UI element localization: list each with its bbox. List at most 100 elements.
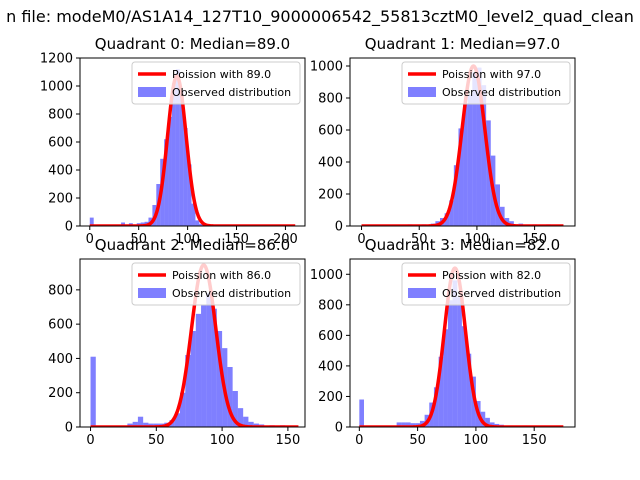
quadrant-0-chart: 0 50 100 150 200 0 200 400 600 800 1000 1200 Quadran… xyxy=(40,35,306,247)
hist-bar xyxy=(472,72,477,226)
legend-hist-label: Observed distribution xyxy=(442,287,561,300)
hist-bar xyxy=(89,217,94,226)
y-tick-label: 600 xyxy=(48,318,73,333)
hist-bar xyxy=(199,223,204,226)
y-tick-label: 1000 xyxy=(40,80,73,95)
axes-frame xyxy=(349,258,576,428)
hist-bar xyxy=(467,94,473,226)
hist-bar xyxy=(481,85,487,226)
legend-fit-label: Poission with 97.0 xyxy=(442,68,541,81)
hist-bar xyxy=(463,104,468,226)
hist-bar xyxy=(191,203,196,226)
x-tick-label: 0 xyxy=(86,232,94,247)
quadrant-1-plot-area xyxy=(360,64,565,226)
y-tick-label: 0 xyxy=(65,220,73,235)
x-tick-label: 50 xyxy=(148,433,165,448)
hist-bar xyxy=(137,416,144,427)
poisson-fit-line xyxy=(360,64,565,226)
x-tick-label: 100 xyxy=(210,433,235,448)
hist-bar xyxy=(168,116,172,226)
legend-frame xyxy=(401,262,571,306)
hist-bar xyxy=(359,399,364,427)
hist-bar xyxy=(211,308,217,427)
legend: Poission with 97.0 Observed distribution xyxy=(401,61,571,105)
y-tick-label: 200 xyxy=(318,188,343,203)
y-tick-label: 1000 xyxy=(310,268,343,283)
y-tick-label: 800 xyxy=(48,283,73,298)
x-tick-label: 0 xyxy=(86,433,94,448)
hist-bar xyxy=(433,387,439,427)
x-tick-label: 50 xyxy=(409,433,426,448)
hist-bar xyxy=(489,422,495,427)
y-tick-label: 1000 xyxy=(310,60,343,75)
legend-fit-label: Poission with 82.0 xyxy=(442,269,541,282)
legend-hist-swatch xyxy=(138,87,166,97)
y-tick-label: 200 xyxy=(48,192,73,207)
hist-bar xyxy=(476,67,482,226)
x-tick-label: 200 xyxy=(273,232,298,247)
legend-frame xyxy=(131,61,301,105)
hist-bar xyxy=(180,392,186,427)
hist-bar xyxy=(243,416,249,427)
hist-bar xyxy=(410,423,416,427)
hist-bar xyxy=(509,221,514,226)
hist-bar xyxy=(447,300,453,427)
poisson-fit-line xyxy=(88,74,297,226)
hist-bar xyxy=(453,165,459,226)
hist-bar xyxy=(206,293,212,427)
x-tick-label: 50 xyxy=(411,232,428,247)
legend-hist-swatch xyxy=(138,288,166,298)
x-tick-label: 50 xyxy=(130,232,147,247)
x-tick-label: 150 xyxy=(522,433,547,448)
y-tick-label: 800 xyxy=(318,298,343,313)
hist-bar xyxy=(237,408,244,427)
x-tick-label: 0 xyxy=(355,433,363,448)
y-tick-label: 0 xyxy=(65,421,73,436)
x-tick-label: 150 xyxy=(224,232,249,247)
y-tick-label: 0 xyxy=(335,421,343,436)
hist-bar xyxy=(466,353,472,427)
hist-bar xyxy=(486,120,491,226)
y-tick-label: 800 xyxy=(48,108,73,123)
y-tick-label: 800 xyxy=(318,92,343,107)
legend-hist-label: Observed distribution xyxy=(172,86,291,99)
y-tick-label: 200 xyxy=(318,390,343,405)
y-tick-label: 0 xyxy=(335,220,343,235)
hist-bar xyxy=(195,220,200,226)
x-tick-label: 100 xyxy=(463,433,488,448)
x-tick-label: 100 xyxy=(175,232,200,247)
hist-bar xyxy=(401,422,406,427)
hist-bar xyxy=(438,356,444,427)
axes-frame xyxy=(349,57,576,227)
legend-frame xyxy=(401,61,571,105)
hist-bar xyxy=(164,139,169,226)
legend-hist-label: Observed distribution xyxy=(442,86,561,99)
hist-bar xyxy=(171,83,176,226)
figure-suptitle: n file: modeM0/AS1A14_127T10_9000006542_… xyxy=(6,7,634,27)
y-tick-label: 600 xyxy=(318,329,343,344)
legend-hist-swatch xyxy=(408,288,436,298)
hist-bar xyxy=(187,164,192,226)
hist-bar xyxy=(461,326,467,427)
hist-bar xyxy=(227,367,233,427)
x-tick-label: 150 xyxy=(522,232,547,247)
legend-hist-swatch xyxy=(408,87,436,97)
hist-bar xyxy=(201,305,207,427)
quadrant-1-chart: 0 50 100 150 0 200 400 600 800 1000 Quadrant 1: Me… xyxy=(310,35,576,247)
hist-bar xyxy=(485,417,490,427)
y-tick-label: 1200 xyxy=(40,52,73,67)
legend-fit-label: Poission with 89.0 xyxy=(172,68,271,81)
y-tick-label: 400 xyxy=(48,164,73,179)
quadrant-0-title: Quadrant 0: Median=89.0 xyxy=(95,35,290,53)
hist-bar xyxy=(90,356,96,427)
axes-frame xyxy=(79,258,306,428)
hist-bar xyxy=(443,329,448,427)
hist-bar xyxy=(449,200,454,226)
x-tick-label: 100 xyxy=(465,232,490,247)
y-tick-label: 600 xyxy=(48,136,73,151)
hist-bar xyxy=(232,391,238,427)
y-tick-label: 400 xyxy=(318,156,343,171)
hist-bar xyxy=(195,313,202,427)
hist-bar xyxy=(248,421,254,427)
